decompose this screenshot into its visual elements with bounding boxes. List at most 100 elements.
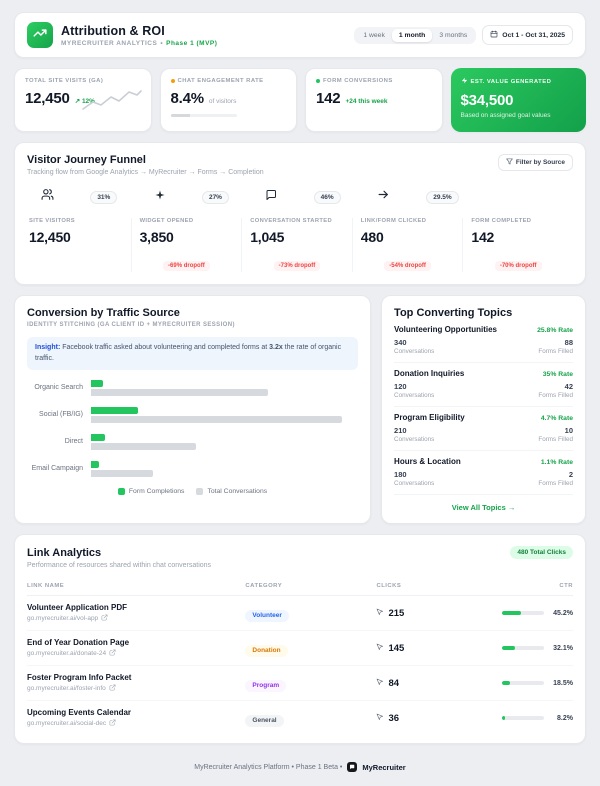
header-bar: Attribution & ROI MYRECRUITER ANALYTICS … xyxy=(14,12,586,58)
stage-value: 1,045 xyxy=(250,229,285,245)
traffic-bars xyxy=(91,434,358,450)
range-option-1-month[interactable]: 1 month xyxy=(391,28,433,42)
kpi-value: $34,500 xyxy=(460,92,514,109)
conversations-label: Conversations xyxy=(394,348,435,355)
topic-row-1: Program Eligibility 4.7% Rate xyxy=(394,413,573,422)
kpi-label-text: EST. VALUE GENERATED xyxy=(470,78,552,85)
topic-conversations: 120 Conversations xyxy=(394,382,434,399)
table-row[interactable]: Foster Program Info Packet go.myrecruite… xyxy=(27,665,573,701)
traffic-category-label: Social (FB/IG) xyxy=(39,410,83,418)
topic-conversations: 340 Conversations xyxy=(394,338,434,355)
range-option-1-week[interactable]: 1 week xyxy=(363,31,385,39)
legend-label: Total Conversations xyxy=(207,488,268,495)
header-link-name: LINK NAME xyxy=(27,578,246,596)
external-link-icon[interactable] xyxy=(109,719,116,728)
stage-rate-chip: 31% xyxy=(90,190,118,204)
dropoff-row: -70% dropoff xyxy=(471,254,565,272)
subtitle-separator: • xyxy=(160,39,164,47)
topic-item: Program Eligibility 4.7% Rate 210 Conver… xyxy=(394,407,573,451)
link-url: go.myrecruiter.ai/vol-app xyxy=(27,615,99,622)
topic-forms: 88 Forms Filled xyxy=(538,338,573,355)
date-range-segmented-control: 1 week 1 month 3 months xyxy=(354,26,477,44)
table-row[interactable]: Volunteer Application PDF go.myrecruiter… xyxy=(27,595,573,631)
kpi-card-site-visits: TOTAL SITE VISITS (GA) 12,450 ↗ 12% xyxy=(14,68,152,132)
external-link-icon[interactable] xyxy=(109,684,116,693)
stage-rate-chip: 29.5% xyxy=(426,190,459,204)
flow-spacer xyxy=(495,197,559,198)
ctr-value: 8.2% xyxy=(557,714,573,722)
ctr-bar-track xyxy=(502,611,544,615)
table-row[interactable]: Upcoming Events Calendar go.myrecruiter.… xyxy=(27,701,573,736)
traffic-category-label: Organic Search xyxy=(34,383,83,391)
middle-row: Conversion by Traffic Source IDENTITY ST… xyxy=(14,295,586,524)
traffic-bar xyxy=(91,416,342,423)
traffic-bar-group: Social (FB/IG) xyxy=(27,407,358,423)
clicks-cell: 215 xyxy=(376,608,474,619)
traffic-bar xyxy=(91,380,103,387)
kpi-card-form-conversions: FORM CONVERSIONS 142 +24 this week xyxy=(305,68,443,132)
clicks-value: 215 xyxy=(388,607,405,619)
range-option-3-months[interactable]: 3 months xyxy=(439,31,468,39)
myrecruiter-logo-icon xyxy=(347,762,358,772)
traffic-bar xyxy=(91,461,100,468)
kpi-value-row: 8.4% of visitors xyxy=(171,90,287,107)
forms-value: 10 xyxy=(564,426,573,435)
topic-name: Hours & Location xyxy=(394,457,461,466)
link-url-row: go.myrecruiter.ai/foster-info xyxy=(27,684,245,693)
clicks-value: 145 xyxy=(388,642,405,654)
stage-label: CONVERSATION STARTED xyxy=(250,218,333,224)
date-range-button[interactable]: Oct 1 - Oct 31, 2025 xyxy=(482,25,573,45)
ctr-bar-fill xyxy=(502,681,510,685)
funnel-title: Visitor Journey Funnel xyxy=(27,154,146,166)
topic-rate: 4.7% Rate xyxy=(540,415,573,422)
clicks-cell: 36 xyxy=(376,713,474,724)
table-header-row: LINK NAME CATEGORY CLICKS CTR xyxy=(27,578,573,596)
funnel-header: Visitor Journey Funnel Tracking flow fro… xyxy=(27,154,573,176)
forms-value: 42 xyxy=(564,382,573,391)
legend-total-conversations: Total Conversations xyxy=(196,488,267,495)
clicks-cell: 84 xyxy=(376,678,474,689)
traffic-title: Conversion by Traffic Source xyxy=(27,307,180,319)
mouse-pointer-icon xyxy=(376,713,384,724)
topic-row-2: 210 Conversations 10 Forms Filled xyxy=(394,426,573,443)
external-link-icon[interactable] xyxy=(101,614,108,623)
date-range-label: Oct 1 - Oct 31, 2025 xyxy=(502,31,565,39)
stage-label: SITE VISITORS xyxy=(29,218,75,224)
conversations-value: 120 xyxy=(394,382,407,391)
filter-by-source-button[interactable]: Filter by Source xyxy=(497,154,573,171)
chart-legend: Form Completions Total Conversations xyxy=(27,488,358,495)
funnel-stage-conversation-started: CONVERSATION STARTED 1,045 -73% dropoff xyxy=(241,218,352,272)
link-url: go.myrecruiter.ai/donate-24 xyxy=(27,650,107,657)
traffic-bar xyxy=(91,443,196,450)
header-category: CATEGORY xyxy=(245,578,377,596)
filter-button-label: Filter by Source xyxy=(515,159,565,166)
legend-form-completions: Form Completions xyxy=(117,488,184,495)
funnel-stage-widget-opened: WIDGET OPENED 3,850 -69% dropoff xyxy=(130,218,242,272)
kpi-label-text: CHAT ENGAGEMENT RATE xyxy=(177,78,264,84)
link-url: go.myrecruiter.ai/social-dec xyxy=(27,720,107,727)
kpi-label: CHAT ENGAGEMENT RATE xyxy=(170,78,287,84)
users-icon xyxy=(41,188,54,206)
status-dot xyxy=(170,79,175,83)
dropoff-badge: -69% dropoff xyxy=(163,261,210,271)
kpi-caption: Based on assigned goal values xyxy=(460,112,551,119)
phase-label: Phase 1 (MVP) xyxy=(166,39,218,47)
dropoff-badge: -70% dropoff xyxy=(494,261,542,271)
category-badge: General xyxy=(245,714,284,727)
topic-row-1: Hours & Location 1.1% Rate xyxy=(394,457,573,466)
table-row[interactable]: End of Year Donation Page go.myrecruiter… xyxy=(27,630,573,666)
traffic-bars xyxy=(91,380,358,396)
engagement-meter xyxy=(170,114,237,117)
kpi-value: 142 xyxy=(316,90,341,107)
view-all-topics-link[interactable]: View All Topics → xyxy=(451,503,516,512)
link-analytics-card: Link Analytics 480 Total Clicks Performa… xyxy=(14,534,586,744)
external-link-icon[interactable] xyxy=(109,649,116,658)
dropoff-row: -73% dropoff xyxy=(250,254,344,272)
zap-icon xyxy=(461,77,468,86)
header-title-block: Attribution & ROI MYRECRUITER ANALYTICS … xyxy=(61,24,217,47)
page-title: Attribution & ROI xyxy=(61,23,165,38)
traffic-bar xyxy=(91,407,139,414)
stage-label: FORM COMPLETED xyxy=(471,218,532,224)
conversations-value: 340 xyxy=(394,338,407,347)
funnel-subtitle: Tracking flow from Google Analytics → My… xyxy=(27,169,264,176)
